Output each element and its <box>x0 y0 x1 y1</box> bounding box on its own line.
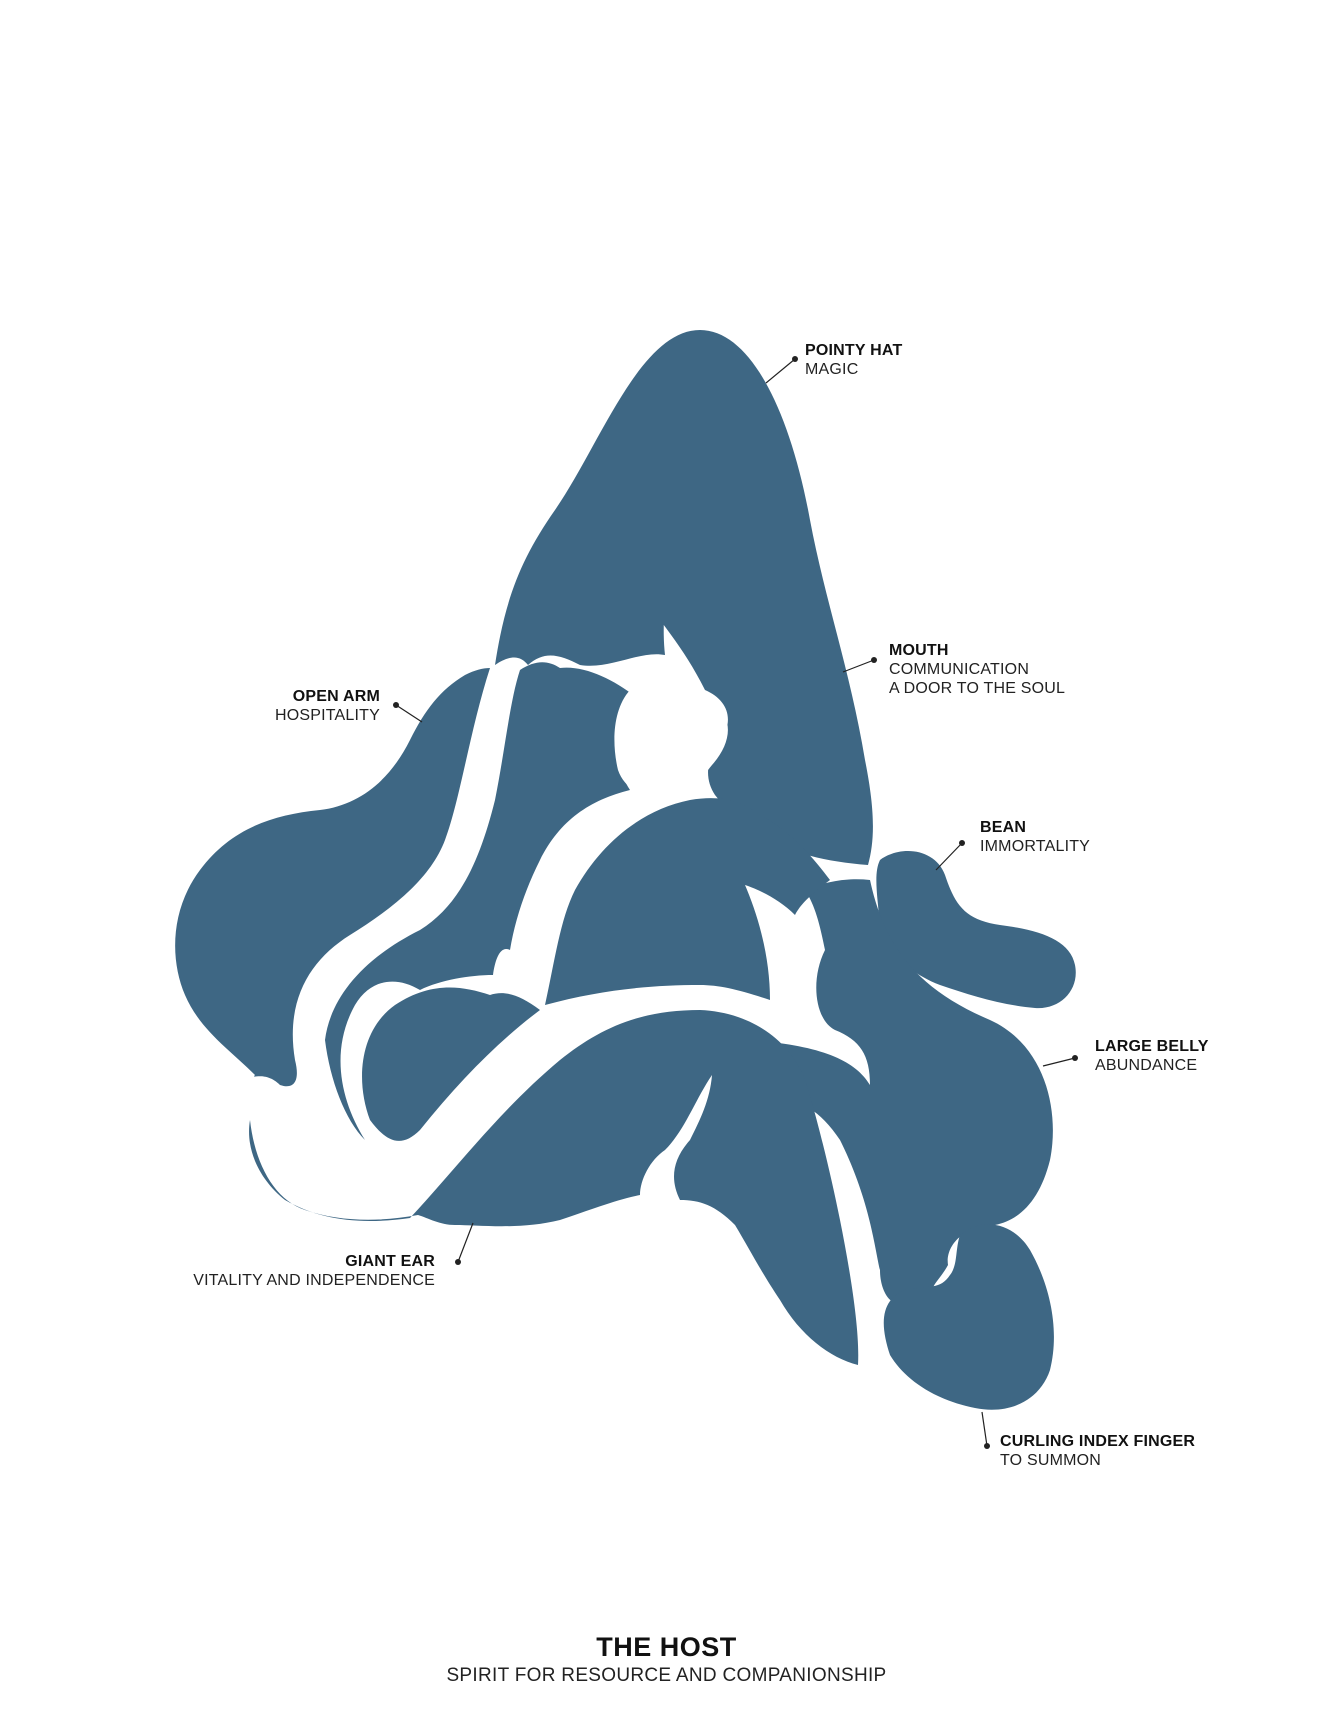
callout-title: GIANT EAR <box>345 1253 435 1270</box>
callout-sub2: A DOOR TO THE SOUL <box>889 680 1066 698</box>
leader-giant-ear <box>457 1222 474 1263</box>
face-shape <box>325 662 640 1140</box>
leader-curling-finger <box>981 1411 988 1447</box>
dot-mouth <box>871 657 877 663</box>
callout-bean: BEAN IMMORTALITY <box>980 818 1090 856</box>
callout-pointy-hat: POINTY HAT MAGIC <box>805 341 902 379</box>
figure-caption: THE HOST SPIRIT FOR RESOURCE AND COMPANI… <box>0 1632 1333 1687</box>
torso-shape <box>545 798 830 1005</box>
callout-curling-finger: CURLING INDEX FINGER TO SUMMON <box>1000 1432 1195 1470</box>
leader-bean <box>935 842 963 871</box>
callout-sub: COMMUNICATION <box>889 661 1030 679</box>
figure-title: THE HOST <box>596 1632 737 1662</box>
open-arm-shape <box>175 668 490 1087</box>
curling-finger-shape <box>883 1224 1054 1410</box>
bean-shape <box>876 851 1076 1009</box>
dot-large-belly <box>1072 1055 1078 1061</box>
callout-title: LARGE BELLY <box>1095 1038 1209 1055</box>
callout-title: CURLING INDEX FINGER <box>1000 1433 1196 1450</box>
callout-sub: ABUNDANCE <box>1095 1057 1198 1075</box>
dot-open-arm <box>393 702 399 708</box>
dot-curling-finger <box>984 1443 990 1449</box>
callout-open-arm: OPEN ARM HOSPITALITY <box>230 687 380 725</box>
dot-bean <box>959 840 965 846</box>
mouth-shape <box>614 685 728 798</box>
callout-sub: TO SUMMON <box>1000 1452 1102 1470</box>
callout-title: OPEN ARM <box>292 688 380 705</box>
callout-title: BEAN <box>980 819 1027 836</box>
large-belly-shape <box>748 879 1053 1306</box>
callout-sub: VITALITY AND INDEPENDENCE <box>193 1272 435 1290</box>
leader-large-belly <box>1042 1057 1076 1067</box>
leader-pointy-hat <box>765 358 796 384</box>
callout-sub: IMMORTALITY <box>980 838 1091 856</box>
leader-open-arm <box>395 704 423 723</box>
dot-giant-ear <box>455 1259 461 1265</box>
callout-sub: MAGIC <box>805 361 859 379</box>
cloud-shape <box>362 987 540 1141</box>
callout-giant-ear: GIANT EAR VITALITY AND INDEPENDENCE <box>180 1252 435 1290</box>
figure-subtitle: SPIRIT FOR RESOURCE AND COMPANIONSHIP <box>446 1665 887 1686</box>
callout-title: MOUTH <box>889 642 949 659</box>
callout-large-belly: LARGE BELLY ABUNDANCE <box>1095 1037 1209 1075</box>
callout-mouth: MOUTH COMMUNICATION A DOOR TO THE SOUL <box>889 641 1065 699</box>
callout-sub: HOSPITALITY <box>274 707 380 725</box>
pointy-hat-shape <box>495 330 873 865</box>
leader-mouth <box>842 659 875 673</box>
callout-title: POINTY HAT <box>805 342 903 359</box>
lower-body-shape <box>249 1010 859 1365</box>
dot-pointy-hat <box>792 356 798 362</box>
